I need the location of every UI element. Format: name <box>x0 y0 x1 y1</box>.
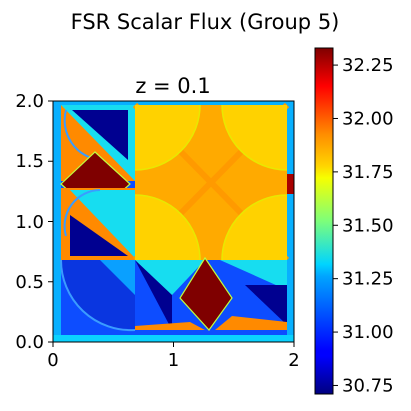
lower-right-dark-triangle <box>245 285 287 325</box>
lower-left-light-wedge <box>100 260 135 295</box>
x-tick-label: 1 <box>168 350 179 371</box>
y-tick-label: 0.0 <box>15 332 44 353</box>
colorbar-tick-label: 31.75 <box>342 162 394 183</box>
colorbar-frame <box>314 47 334 395</box>
y-tick-label: 2.0 <box>15 91 44 112</box>
bottom-orange-strip-right <box>215 316 287 330</box>
x-tick-label: 0 <box>47 350 58 371</box>
colorbar-tick-label: 30.75 <box>342 375 394 396</box>
lower-right-light-wedge <box>220 260 287 290</box>
left-boundary-strip <box>53 101 61 342</box>
left-mid-inner-triangle <box>70 215 128 256</box>
lower-left-arc <box>60 260 136 331</box>
central-pin-bottom-left <box>135 195 200 260</box>
heatmap <box>53 101 294 342</box>
central-pin-bottom-right <box>222 195 287 260</box>
left-mid-pin-arc <box>63 189 101 237</box>
y-tick-label: 0.5 <box>15 272 44 293</box>
left-top-inner-triangle <box>72 110 128 160</box>
lower-mid-light-wedge <box>135 260 205 295</box>
central-pin-top-right <box>222 105 287 170</box>
colorbar: 30.75 31.00 31.25 31.50 31.75 32.00 32.25 <box>314 47 394 396</box>
colorbar-ticks: 30.75 31.00 31.25 31.50 31.75 32.00 32.25 <box>333 55 394 396</box>
y-tick-label: 1.0 <box>15 212 44 233</box>
axes-title: z = 0.1 <box>135 74 210 98</box>
central-pin-edge-bottom-right <box>221 194 288 261</box>
bottom-boundary-strip <box>53 335 294 342</box>
central-pin-top-left <box>135 105 200 170</box>
central-pin-edge-top-right <box>221 104 288 171</box>
colorbar-tick-label: 31.50 <box>342 215 394 236</box>
top-boundary-strip <box>53 101 294 105</box>
right-boundary-strip <box>287 101 294 342</box>
colorbar-tick-label: 32.25 <box>342 55 394 76</box>
bottom-orange-strip-left <box>135 322 205 330</box>
bottom-cusp-edge <box>179 256 233 331</box>
central-pin-edge-bottom-left <box>134 194 201 261</box>
right-edge-hotspot <box>287 174 294 194</box>
colorbar-tick-label: 31.00 <box>342 322 394 343</box>
x-axis: 0 1 2 <box>47 342 300 371</box>
colorbar-gradient <box>315 48 333 394</box>
figure-title: FSR Scalar Flux (Group 5) <box>71 10 340 34</box>
colorbar-tick-label: 32.00 <box>342 108 394 129</box>
y-axis: 0.0 0.5 1.0 1.5 2.0 <box>15 91 53 353</box>
left-mid-outer-wedge <box>70 190 135 258</box>
central-pin-edge-top-left <box>134 104 201 171</box>
y-tick-label: 1.5 <box>15 151 44 172</box>
lower-left-arc-edge <box>59 259 136 332</box>
x-tick-label: 2 <box>288 350 299 371</box>
colorbar-tick-label: 31.25 <box>342 269 394 290</box>
